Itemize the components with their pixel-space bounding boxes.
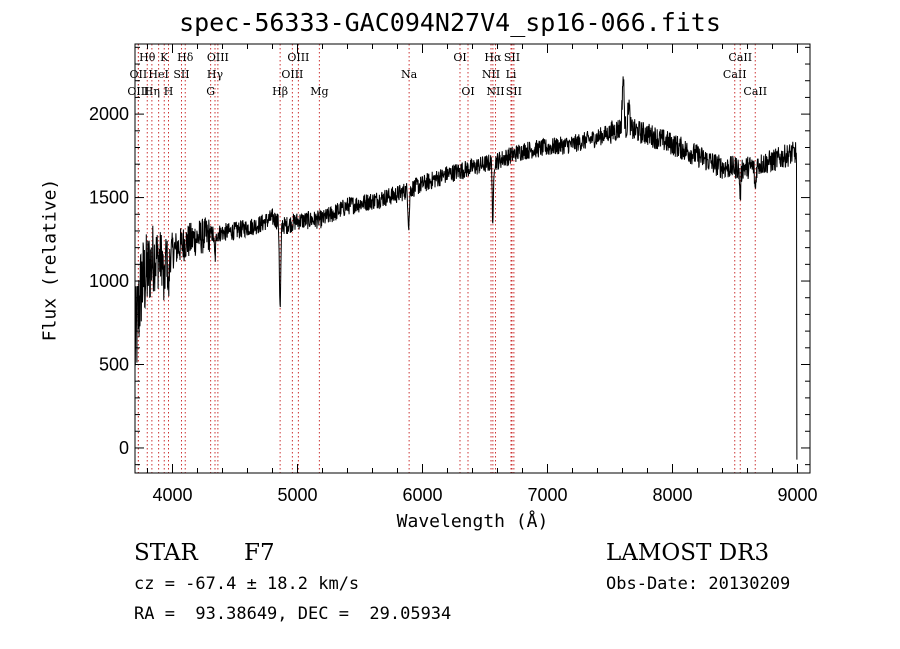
observation-date: Obs-Date: 20130209: [606, 574, 791, 594]
line-marker-label-11: G: [206, 85, 215, 98]
y-tick-label-1000: 1000: [89, 271, 129, 291]
line-marker-label-20: SII: [504, 51, 520, 64]
line-marker-label-10: Hγ: [207, 68, 224, 81]
line-marker-label-13: OIII: [281, 68, 303, 81]
x-tick-label-6000: 6000: [402, 485, 442, 505]
x-tick-label-4000: 4000: [152, 485, 192, 505]
line-marker-label-6: H: [164, 85, 174, 98]
line-marker-label-24: SII: [506, 85, 522, 98]
line-marker-label-12: OIII: [287, 51, 309, 64]
ra-dec-coordinates: RA = 93.38649, DEC = 29.05934: [134, 604, 452, 624]
chart-title: spec-56333-GAC094N27V4_sp16-066.fits: [179, 8, 721, 37]
line-marker-label-9: OIII: [207, 51, 229, 64]
x-tick-label-5000: 5000: [277, 485, 317, 505]
line-marker-label-18: OI: [461, 85, 474, 98]
y-tick-label-0: 0: [119, 438, 129, 458]
redshift-velocity: cz = -67.4 ± 18.2 km/s: [134, 574, 360, 594]
line-marker-label-21: NII: [482, 68, 500, 81]
line-marker-label-4: K: [160, 51, 169, 64]
y-tick-label-500: 500: [99, 354, 129, 374]
survey-label: LAMOST DR3: [606, 540, 770, 566]
line-marker-label-23: NII: [486, 85, 504, 98]
x-tick-label-7000: 7000: [527, 485, 567, 505]
object-class: STAR: [134, 540, 198, 566]
line-marker-label-25: CaII: [728, 51, 752, 64]
line-marker-label-15: Mg: [310, 85, 328, 98]
x-tick-label-9000: 9000: [777, 485, 817, 505]
line-marker-label-0: Hθ: [139, 51, 156, 64]
spectral-subclass: F7: [244, 540, 275, 566]
line-marker-label-14: Hβ: [272, 85, 288, 98]
y-tick-label-1500: 1500: [89, 188, 129, 208]
line-marker-label-5: Hη: [144, 85, 160, 98]
y-axis-label: Flux (relative): [39, 178, 61, 342]
line-marker-label-26: CaII: [723, 68, 747, 81]
line-marker-label-22: Li: [506, 68, 517, 81]
line-marker-label-8: Hδ: [177, 51, 194, 64]
x-axis-label: Wavelength (Å): [396, 511, 549, 532]
plot-frame: [134, 43, 811, 474]
line-marker-label-2: OIII: [127, 85, 149, 98]
line-marker-label-7: SII: [173, 68, 189, 81]
line-marker-label-27: CaII: [743, 85, 767, 98]
y-tick-label-2000: 2000: [89, 104, 129, 124]
line-marker-label-16: Na: [401, 68, 418, 81]
line-marker-label-17: OI: [453, 51, 466, 64]
line-marker-label-3: HeI: [148, 68, 168, 81]
spectrum-line: [134, 76, 798, 460]
x-tick-label-8000: 8000: [652, 485, 692, 505]
line-marker-label-19: Hα: [484, 51, 502, 64]
line-marker-label-1: OII: [130, 68, 148, 81]
